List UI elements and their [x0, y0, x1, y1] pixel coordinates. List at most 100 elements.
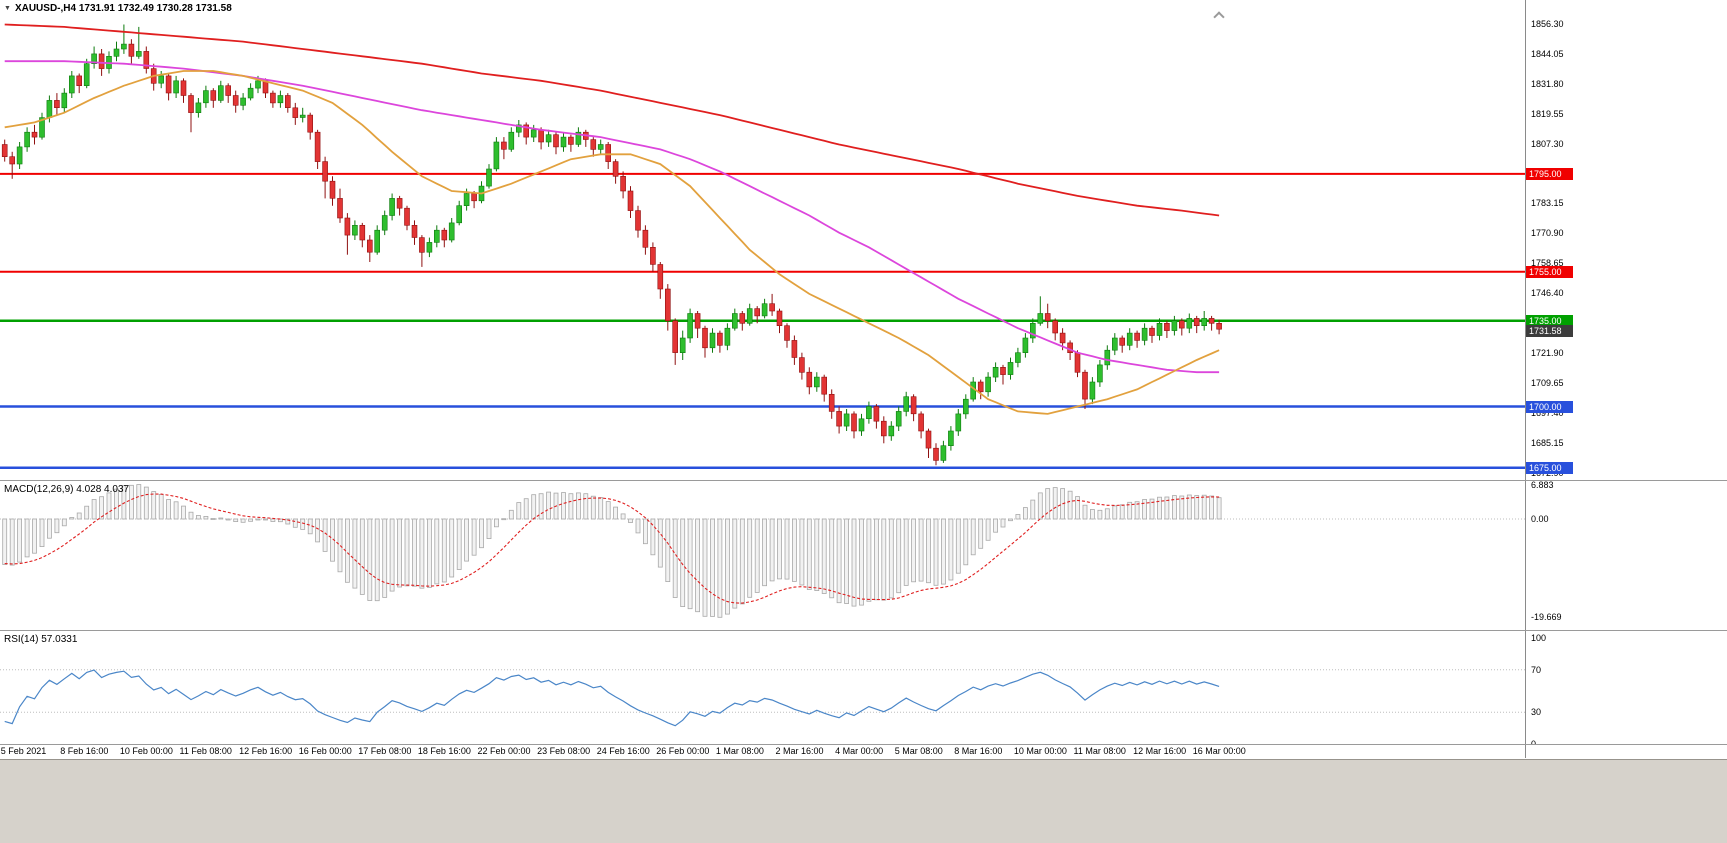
candle-body [441, 229, 448, 241]
rsi-panel-chart[interactable] [0, 631, 1525, 744]
macd-histogram-bar [1194, 495, 1200, 520]
candle-body [702, 327, 708, 349]
price-tick-1758.65: 1758.65 [1531, 257, 1564, 268]
candle-body [1208, 318, 1215, 324]
time-label-56: 18 Feb 16:00 [417, 746, 471, 756]
ma-slow-red [4, 23, 1220, 217]
candle-body [232, 95, 239, 106]
price-chart[interactable] [0, 0, 1525, 480]
time-axis[interactable]: 5 Feb 2021 8 Feb 16:00 10 Feb 00:00 11 Feb … [0, 745, 1727, 758]
macd-histogram-bar [1037, 492, 1043, 520]
time-label-152: 12 Mar 16:00 [1133, 746, 1187, 756]
candle-body [284, 95, 291, 108]
panel-separator-main-macd[interactable] [0, 480, 1727, 481]
candle-body [836, 411, 842, 427]
candle-body [962, 398, 969, 415]
candle-body [1216, 322, 1222, 330]
macd-histogram-bar [240, 518, 246, 523]
macd-histogram-bar [1015, 514, 1021, 520]
macd-histogram-bar [61, 518, 67, 527]
candle-body [98, 53, 105, 69]
candle-body [46, 100, 53, 118]
candle-body [806, 371, 813, 388]
macd-histogram-bar [717, 518, 723, 618]
price-tick-1807.30: 1807.30 [1531, 138, 1564, 149]
macd-histogram-bar [1186, 494, 1192, 520]
macd-histogram-bar [963, 518, 969, 566]
candle-body [1007, 362, 1014, 375]
time-label-88: 26 Feb 00:00 [656, 746, 710, 756]
candle-body [1134, 332, 1140, 341]
candle-body [843, 413, 850, 427]
macd-histogram-bar [2, 518, 8, 565]
candle-body [486, 168, 492, 187]
price-tick-1697.40: 1697.40 [1531, 407, 1564, 418]
candle-body [448, 222, 455, 241]
macd-histogram-bar [628, 518, 633, 523]
macd-histogram-bar [605, 501, 611, 520]
time-label-8: 8 Feb 16:00 [60, 746, 109, 756]
candle-body [1171, 320, 1178, 331]
candle-body [270, 92, 276, 104]
time-label-48: 17 Feb 08:00 [358, 746, 412, 756]
macd-histogram-bar [918, 518, 924, 582]
candle-body [1156, 322, 1163, 336]
macd-histogram-bar [583, 493, 589, 520]
macd-histogram-bar [203, 516, 209, 520]
macd-histogram-bar [747, 518, 753, 598]
candle-body [1082, 371, 1088, 400]
candle-body [165, 75, 172, 94]
macd-histogram-bar [255, 518, 261, 521]
macd-histogram-bar [479, 518, 484, 549]
candle-body [657, 264, 664, 290]
candle-body [1022, 337, 1029, 353]
macd-histogram-bar [844, 518, 849, 604]
macd-histogram-bar [1216, 497, 1222, 520]
candle-body [851, 413, 857, 432]
candle-body [277, 95, 284, 104]
candle-body [813, 376, 820, 388]
macd-histogram-bar [1067, 490, 1073, 520]
macd-histogram-bar [315, 518, 321, 543]
macd-panel-chart[interactable] [0, 481, 1525, 630]
candle-body [866, 406, 872, 419]
macd-histogram-bar [1104, 508, 1110, 520]
candle-body [858, 418, 865, 432]
macd-histogram-bar [449, 518, 455, 578]
candle-body [568, 136, 574, 145]
candle-body [992, 366, 999, 378]
candle-body [225, 85, 231, 96]
macd-histogram-bar [389, 518, 395, 592]
price-badge-1735.00: 1735.00 [1526, 314, 1573, 327]
macd-histogram-bar [54, 518, 60, 534]
candle-body [873, 406, 880, 422]
candle-body [54, 100, 60, 109]
price-tick-1721.90: 1721.90 [1531, 347, 1564, 358]
price-tick-1844.05: 1844.05 [1531, 48, 1564, 59]
candle-body [538, 129, 544, 143]
macd-histogram-bar [188, 511, 194, 520]
candle-body [218, 85, 224, 101]
macd-histogram-bar [225, 518, 231, 521]
candle-body [419, 237, 425, 253]
candle-body [433, 229, 440, 243]
macd-histogram-bar [1023, 507, 1028, 520]
candle-body [188, 95, 194, 113]
candle-body [39, 117, 45, 138]
candle-body [471, 193, 477, 202]
time-label-16: 10 Feb 00:00 [119, 746, 173, 756]
candle-body [799, 357, 805, 373]
rsi-tick-70: 70 [1531, 664, 1542, 675]
macd-histogram-bar [136, 484, 142, 520]
time-label-128: 8 Mar 16:00 [954, 746, 1003, 756]
candle-body [1037, 313, 1044, 324]
panel-separator-macd-rsi[interactable] [0, 630, 1727, 631]
macd-histogram-bar [99, 496, 104, 520]
macd-histogram-bar [1164, 496, 1170, 520]
rsi-line [4, 669, 1220, 727]
symbol-dropdown-icon[interactable]: ▼ [4, 5, 11, 12]
macd-histogram-bar [821, 518, 827, 594]
candle-body [1201, 318, 1207, 326]
candle-body [553, 134, 559, 148]
macd-histogram-bar [1112, 505, 1118, 520]
